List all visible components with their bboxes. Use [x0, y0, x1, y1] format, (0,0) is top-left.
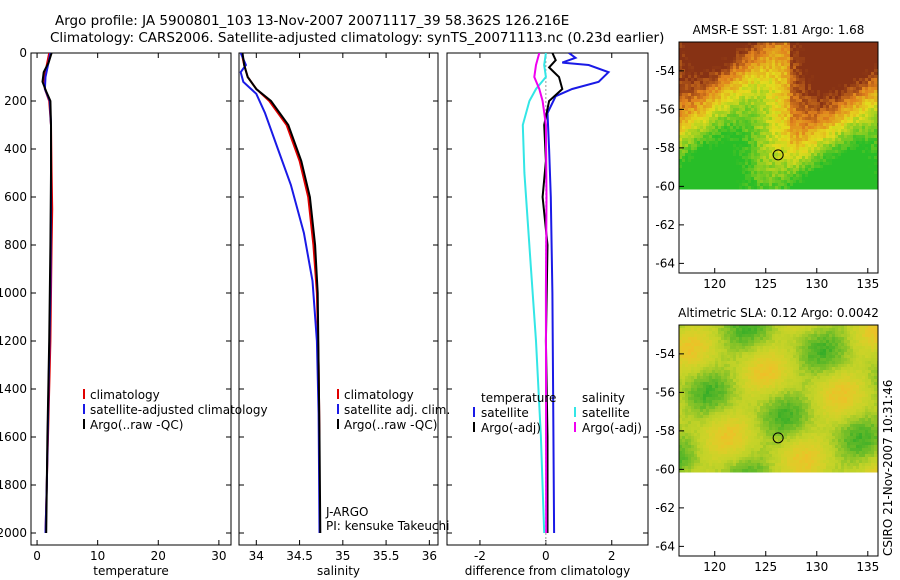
salinity-panel-xtick-label: 35.5: [373, 549, 400, 563]
sla-map-ytick-label: -60: [655, 462, 675, 476]
sst-map-float-marker: [772, 149, 784, 161]
sla-map-float-marker: [772, 432, 784, 444]
sst-map-frame: [678, 41, 879, 274]
salinity-panel-series-black: [241, 53, 322, 534]
temperature-panel-ytick-label: 0: [19, 46, 27, 60]
diff-legend-item: Argo(-adj): [481, 421, 541, 435]
difference-panel-frame: [446, 52, 649, 546]
sst-map-ytick-label: -64: [655, 256, 675, 270]
sla-map-ytick-label: -62: [655, 501, 675, 515]
temperature-panel-xtick-label: 20: [151, 549, 166, 563]
temperature-panel-ytick-label: 1200: [0, 334, 27, 348]
sst-map: AMSR-E SST: 1.81 Argo: 1.68 120 125 130 135 -…: [655, 23, 879, 291]
difference-panel-series-magenta: [533, 53, 548, 534]
salinity-panel-xlabel: salinity: [317, 564, 360, 578]
footer-credit: CSIRO 21-Nov-2007 10:31:46: [881, 380, 895, 556]
difference-panel-series-blue: [546, 53, 611, 534]
salinity-panel-xtick-label: 36: [422, 549, 437, 563]
difference-panel-xtick-label: -2: [474, 549, 486, 563]
temp-legend-item: Argo(..raw -QC): [90, 418, 183, 432]
temperature-panel-ytick-label: 2000: [0, 526, 27, 540]
sal-legend-item: climatology: [344, 388, 414, 402]
temperature-panel-ytick-label: 400: [4, 142, 27, 156]
sla-map-xtick-label: 135: [856, 560, 879, 574]
pi-annotation: PI: kensuke Takeuchi: [326, 519, 449, 533]
sst-map-xtick-label: 120: [703, 277, 726, 291]
difference-panel-series-cyan: [521, 53, 547, 534]
temperature-panel-xlabel: temperature: [93, 564, 168, 578]
salinity-panel: 34 34.5 35 35.5 36 salinity climatologysatelli…: [238, 52, 450, 578]
diff-legend-item: satellite: [582, 406, 630, 420]
temperature-panel-ytick-label: 1000: [0, 286, 27, 300]
diff-legend-item: Argo(-adj): [582, 421, 642, 435]
sst-map-ytick-label: -60: [655, 179, 675, 193]
diff-legend-item: satellite: [481, 406, 529, 420]
sst-map-ytick-label: -56: [655, 102, 675, 116]
temperature-panel-ytick-label: 1600: [0, 430, 27, 444]
diff-legend-header-salinity: salinity: [582, 391, 625, 405]
salinity-panel-xtick-label: 34: [249, 549, 264, 563]
difference-panel-xtick-label: 2: [608, 549, 616, 563]
sla-map-xtick-label: 130: [805, 560, 828, 574]
salinity-panel-series-blue: [239, 53, 321, 534]
temp-legend-item: satellite-adjusted climatology: [90, 403, 268, 417]
temperature-panel-frame: [30, 52, 232, 546]
salinity-panel-xtick-label: 34.5: [286, 549, 313, 563]
sla-map-field: [679, 325, 878, 473]
temperature-panel-xtick-label: 10: [90, 549, 105, 563]
difference-panel-xtick-label: 0: [542, 549, 550, 563]
temperature-panel-ytick-label: 1400: [0, 382, 27, 396]
sla-map-ytick-label: -54: [655, 347, 675, 361]
sla-map-title: Altimetric SLA: 0.12 Argo: 0.0042: [678, 306, 879, 320]
sal-legend-item: satellite adj. clim.: [344, 403, 450, 417]
diff-legend-header-temperature: temperature: [481, 391, 556, 405]
sst-map-ytick-label: -62: [655, 218, 675, 232]
temperature-panel-series-black: [41, 53, 53, 534]
temperature-panel-xtick-label: 30: [211, 549, 226, 563]
sla-map-ytick-label: -58: [655, 424, 675, 438]
temperature-panel-ytick-label: 1800: [0, 478, 27, 492]
sst-map-ytick-label: -54: [655, 64, 675, 78]
header-line-1: Argo profile: JA 5900801_103 13-Nov-2007…: [55, 13, 569, 29]
sla-map-xtick-label: 125: [754, 560, 777, 574]
sst-map-title: AMSR-E SST: 1.81 Argo: 1.68: [693, 23, 865, 37]
difference-panel-xlabel: difference from climatology: [465, 564, 631, 578]
sla-map-frame: [678, 324, 879, 557]
sla-map-xtick-label: 120: [703, 560, 726, 574]
sst-map-xtick-label: 125: [754, 277, 777, 291]
charts-layer: 0 10 20 30020040060080010001200140016001800…: [0, 23, 879, 578]
temperature-panel-xtick-label: 0: [33, 549, 41, 563]
sal-legend-item: Argo(..raw -QC): [344, 418, 437, 432]
temp-legend-item: climatology: [90, 388, 160, 402]
salinity-panel-series-red: [240, 53, 321, 533]
salinity-panel-frame: [238, 52, 439, 546]
header-line-2: Climatology: CARS2006. Satellite-adjuste…: [50, 30, 664, 46]
temperature-panel-ytick-label: 800: [4, 238, 27, 252]
sst-map-xtick-label: 135: [856, 277, 879, 291]
pi-annotation: J-ARGO: [325, 505, 368, 519]
temperature-panel: 0 10 20 30 0 200 400 600 800 1000 1200 1400 1600 1800…: [0, 46, 268, 578]
sla-map-ytick-label: -56: [655, 385, 675, 399]
salinity-panel-xtick-label: 35: [335, 549, 350, 563]
sla-map-ytick-label: -64: [655, 539, 675, 553]
sst-map-xtick-label: 130: [805, 277, 828, 291]
sst-map-field: [679, 42, 878, 190]
sst-map-ytick-label: -58: [655, 141, 675, 155]
temperature-panel-ytick-label: 200: [4, 94, 27, 108]
temperature-panel-ytick-label: 600: [4, 190, 27, 204]
sla-map: Altimetric SLA: 0.12 Argo: 0.0042 120 125 1…: [655, 306, 879, 574]
